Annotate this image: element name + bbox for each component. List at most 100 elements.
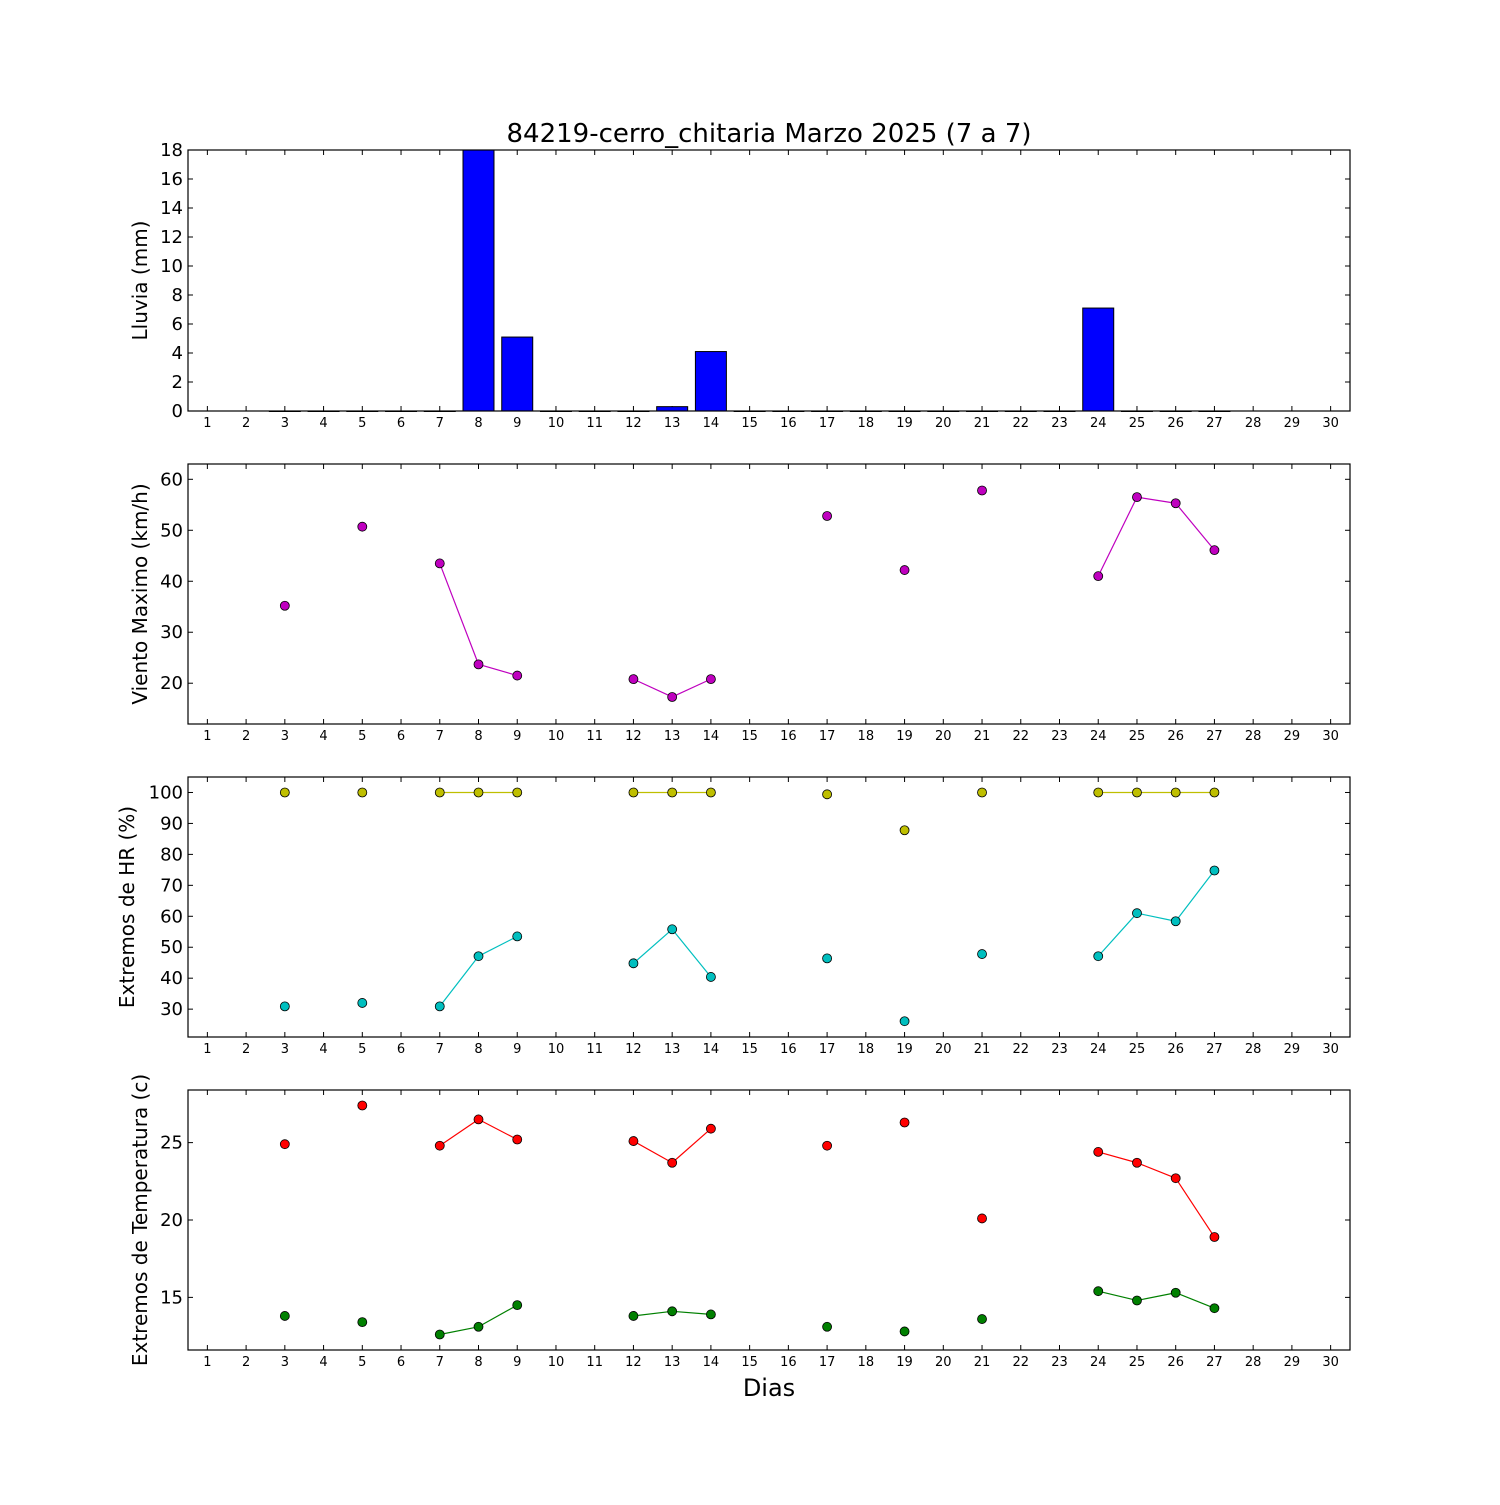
x-tick-label: 10	[548, 729, 565, 744]
x-tick-label: 29	[1284, 729, 1301, 744]
x-tick-label: 23	[1051, 729, 1068, 744]
x-tick-label: 3	[281, 1355, 289, 1370]
series-1-point-day-14	[706, 972, 716, 982]
series-0-point-day-25	[1132, 1157, 1142, 1168]
x-tick-label: 17	[819, 1355, 836, 1370]
series-1-point-day-17	[822, 953, 832, 964]
y-tick-label: 14	[160, 198, 183, 219]
series-1-point-day-3	[279, 1311, 290, 1321]
x-tick-label: 29	[1284, 1355, 1301, 1370]
bar-day-9	[501, 336, 534, 412]
series-0-point-day-21	[977, 485, 987, 496]
series-0-point-day-9	[512, 787, 523, 798]
x-tick-label: 30	[1322, 416, 1339, 431]
series-1-point-day-7	[434, 1329, 445, 1340]
series-1-point-day-14	[706, 1309, 716, 1320]
y-tick-label: 16	[160, 169, 183, 190]
x-tick-label: 21	[974, 1355, 991, 1370]
x-tick-label: 20	[935, 1042, 952, 1057]
series-1-segment	[1098, 1290, 1138, 1302]
x-tick-label: 8	[474, 1355, 482, 1370]
series-0-point-day-8	[473, 787, 484, 798]
x-tick-label: 17	[819, 416, 836, 431]
x-tick-label: 6	[397, 1355, 405, 1370]
x-tick-label: 2	[242, 416, 250, 431]
y-tick-label: 15	[160, 1287, 183, 1308]
series-0-segment	[439, 1118, 479, 1147]
plot-frame	[187, 776, 1351, 1038]
series-0-point-day-26	[1170, 787, 1181, 798]
x-tick-label: 9	[513, 416, 521, 431]
y-tick-label: 90	[160, 813, 183, 834]
y-tick-label: 20	[160, 1210, 183, 1231]
plot-frame	[187, 149, 1351, 412]
y-axis-label: Viento Maximo (km/h)	[128, 483, 152, 704]
x-tick-label: 1	[203, 729, 211, 744]
series-0-segment	[671, 1128, 712, 1164]
series-0-point-day-17	[822, 789, 832, 800]
x-tick-label: 15	[741, 1042, 758, 1057]
x-tick-label: 19	[896, 1042, 913, 1057]
x-tick-label: 22	[1012, 1355, 1029, 1370]
x-tick-label: 18	[858, 416, 875, 431]
series-0-point-day-3	[279, 600, 290, 611]
x-tick-label: 19	[896, 416, 913, 431]
x-tick-label: 6	[397, 1042, 405, 1057]
panel-viento: 1 2 3 4 5 6 7 8 9 10 11 12 13 14 15 16 17 18 19 20 21 22 23 24 2…	[128, 463, 1351, 744]
series-0-point-day-5	[357, 787, 368, 798]
series-0-segment	[1097, 496, 1138, 577]
x-tick-label: 7	[436, 416, 444, 431]
x-tick-label: 14	[703, 416, 720, 431]
series-0-segment	[439, 563, 480, 665]
x-tick-label: 21	[974, 1042, 991, 1057]
x-tick-label: 27	[1206, 1042, 1223, 1057]
series-1-point-day-8	[473, 1321, 484, 1332]
series-0-point-day-13	[667, 692, 678, 702]
series-1-segment	[633, 928, 673, 964]
x-tick-label: 26	[1167, 416, 1184, 431]
x-tick-label: 1	[203, 1042, 211, 1057]
x-tick-label: 4	[319, 729, 327, 744]
series-0-point-day-13	[667, 787, 678, 798]
series-0-point-day-13	[667, 1157, 678, 1168]
y-tick-label: 50	[160, 520, 183, 541]
x-tick-label: 18	[858, 1355, 875, 1370]
panel-lluvia: 1 2 3 4 5 6 7 8 9 10 11 12 13 14 15 16 17 18 19 20 21 22 23 24 2…	[128, 140, 1351, 431]
y-tick-label: 0	[172, 401, 183, 422]
x-tick-label: 4	[319, 1042, 327, 1057]
y-tick-label: 30	[160, 999, 183, 1020]
x-tick-label: 8	[474, 729, 482, 744]
x-tick-label: 6	[397, 416, 405, 431]
series-0-segment	[1136, 496, 1176, 504]
x-tick-label: 16	[780, 729, 797, 744]
y-axis-label: Extremos de Temperatura (c)	[128, 1074, 152, 1366]
x-tick-label: 1	[203, 1355, 211, 1370]
series-0-point-day-7	[434, 558, 445, 569]
series-1-point-day-8	[473, 951, 484, 962]
x-tick-label: 20	[935, 416, 952, 431]
series-0-point-day-27	[1209, 545, 1220, 556]
series-0-point-day-25	[1132, 492, 1142, 503]
y-tick-label: 8	[172, 285, 183, 306]
series-1-point-day-21	[977, 949, 987, 959]
x-tick-label: 7	[436, 729, 444, 744]
series-0-point-day-26	[1170, 1173, 1181, 1184]
x-tick-label: 24	[1090, 729, 1107, 744]
series-1-point-day-27	[1209, 1303, 1220, 1314]
series-1-point-day-9	[512, 1300, 523, 1311]
series-1-point-day-19	[899, 1326, 910, 1337]
series-1-point-day-24	[1093, 951, 1104, 962]
series-1-segment	[1175, 870, 1215, 922]
x-tick-label: 5	[358, 1355, 366, 1370]
series-1-segment	[633, 1310, 673, 1317]
series-0-segment	[671, 678, 712, 698]
series-0-point-day-27	[1209, 787, 1220, 798]
series-1-point-day-13	[667, 1306, 678, 1317]
x-tick-label: 24	[1090, 1355, 1107, 1370]
x-tick-label: 22	[1012, 729, 1029, 744]
x-tick-label: 18	[858, 729, 875, 744]
series-1-segment	[1097, 912, 1138, 957]
x-tick-label: 12	[625, 416, 642, 431]
y-tick-label: 60	[160, 906, 183, 927]
series-0-point-day-12	[628, 787, 639, 798]
